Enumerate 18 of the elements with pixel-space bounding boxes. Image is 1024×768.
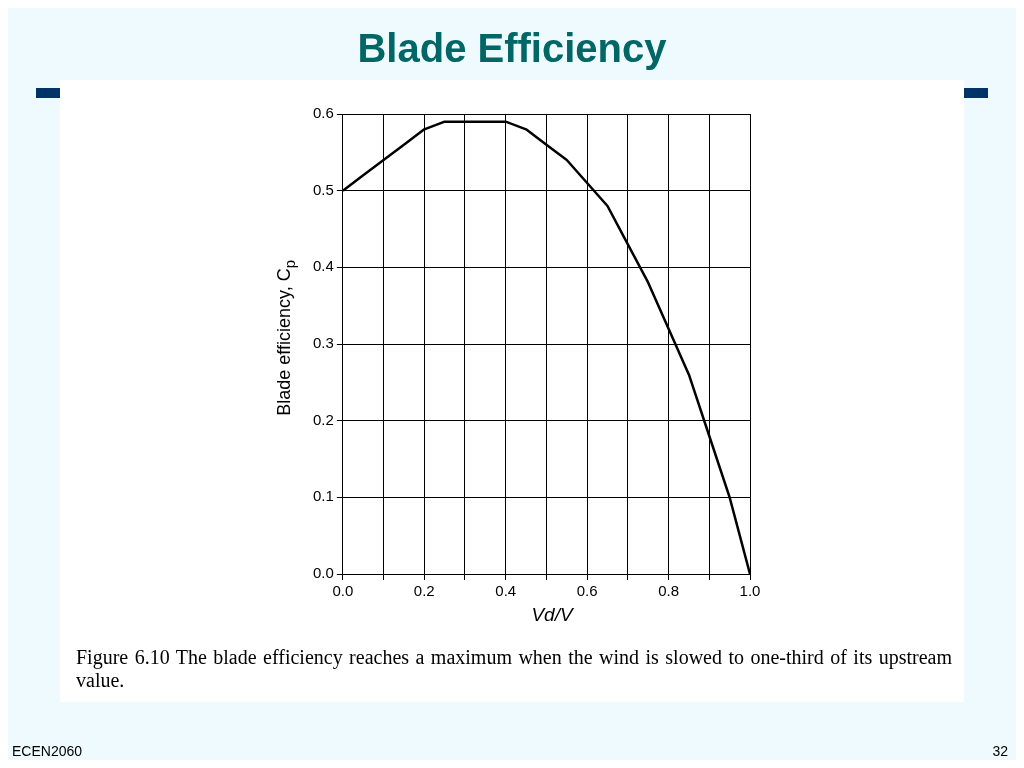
x-tick-label: 0.4 [495,582,517,600]
x-tick-label: 0.2 [413,582,435,600]
chart-title: Blade Efficiency [356,26,668,71]
y-tick-label: 0.5 [312,180,334,198]
x-tick-label: 0.0 [332,582,354,600]
x-tick-label: 1.0 [739,582,761,600]
y-tick-label: 0.1 [312,487,334,505]
caption: Figure 6.10 The blade efficiency reaches a maximum when the wind is slowed to one-third of its upstream value. [76,646,952,692]
x-tick-label: 0.6 [576,582,598,600]
y-tick-label: 0.0 [312,564,334,582]
text: 32 [992,743,1008,759]
y-tick-label: 0.4 [312,257,334,275]
x-tick-label: 0.8 [658,582,679,600]
x-axis-title: Vd/V [530,604,575,626]
y-tick-label: 0.2 [312,410,334,428]
text: ECEN2060 [12,743,83,759]
y-tick-label: 0.3 [312,334,334,352]
y-tick-label: 0.6 [312,104,334,122]
